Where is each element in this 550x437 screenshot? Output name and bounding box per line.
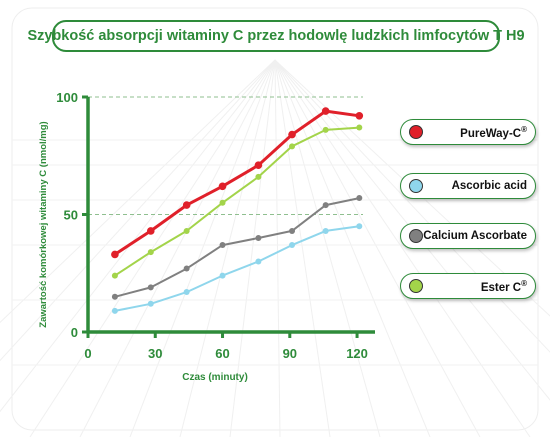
bg-grid-line [0,59,276,324]
y-tick-label: 0 [71,325,78,340]
legend-item: Ester C® [400,273,536,299]
bg-grid-line [274,59,381,437]
series-calcium-ascorbate [111,195,363,300]
x-tick-label: 90 [283,346,297,361]
legend-item: Ascorbic acid [400,173,536,199]
data-point [289,242,296,249]
x-tick-label: 30 [148,346,162,361]
data-point [219,242,226,249]
legend-label-text: Calcium Ascorbate [423,230,527,242]
series-pureway-c [111,107,364,259]
data-point [111,272,118,279]
legend-item: PureWay-C® [400,119,536,145]
x-tick-label: 0 [84,346,91,361]
legend-label: PureWay-C® [423,125,535,140]
y-tick-label: 50 [64,208,78,223]
data-point [111,307,118,314]
bg-grid-line [274,59,431,437]
data-point [288,130,296,139]
series-line [114,197,360,298]
data-point [356,223,363,230]
legend-label: Ascorbic acid [423,180,535,192]
data-point [321,107,330,115]
data-point [219,272,226,279]
data-point [289,143,296,150]
data-point [219,199,226,206]
data-point [254,161,263,169]
bg-grid-line [274,59,531,437]
data-point [183,289,190,296]
legend-label-text: Ascorbic acid [451,180,527,192]
series-ester-c [111,124,363,279]
data-point [218,182,227,191]
data-point [322,126,329,133]
data-point [147,284,154,291]
data-point [111,250,119,259]
data-point [147,249,154,256]
data-point [183,227,190,234]
bg-grid-line [129,59,276,437]
legend-label: Calcium Ascorbate [423,230,535,242]
chart-title: Szybkość absorpcji witaminy C przez hodo… [27,20,525,52]
data-point [255,235,262,241]
bg-grid-line [0,59,276,362]
data-point [182,201,191,209]
legend-item: Calcium Ascorbate [400,223,536,249]
series-line [114,126,360,277]
bg-grid-line [0,59,276,413]
legend-swatch [409,279,423,293]
bg-grid-line [29,59,276,437]
legend-label-text: PureWay-C [460,127,522,140]
data-point [355,112,364,120]
series-line [114,109,360,256]
data-point [356,195,363,202]
data-point [183,265,190,272]
legend-swatch [409,125,423,139]
data-point [255,173,262,180]
data-point [356,124,363,131]
chart-title-text: Szybkość absorpcji witaminy C przez hodo… [27,28,525,44]
legend-label-sup: ® [521,124,527,134]
bg-grid-line [274,59,331,437]
x-tick-label: 60 [215,346,229,361]
data-point [322,202,329,209]
y-axis-label: Zawartość komórkowej witaminy C (nmol/mg… [38,121,49,327]
bg-grid-line [274,59,281,437]
bg-frame [11,7,539,431]
y-tick-label: 100 [56,90,78,105]
legend-swatch [409,179,423,193]
bg-grid-line [79,59,276,437]
legend-label-text: Ester C [480,281,522,294]
x-axis-label: Czas (minuty) [182,372,248,383]
bg-grid-line [179,59,276,437]
data-point [111,293,118,300]
bg-grid-line [229,59,276,437]
series-ascorbic-acid [111,223,363,314]
data-point [147,300,154,307]
data-point [146,227,155,235]
legend-label: Ester C® [423,279,535,294]
legend-label-sup: ® [521,278,527,288]
legend-swatch [409,229,423,243]
data-point [255,258,262,265]
data-point [289,227,296,234]
data-point [322,227,329,234]
x-tick-label: 120 [346,346,368,361]
series-line [114,225,360,312]
